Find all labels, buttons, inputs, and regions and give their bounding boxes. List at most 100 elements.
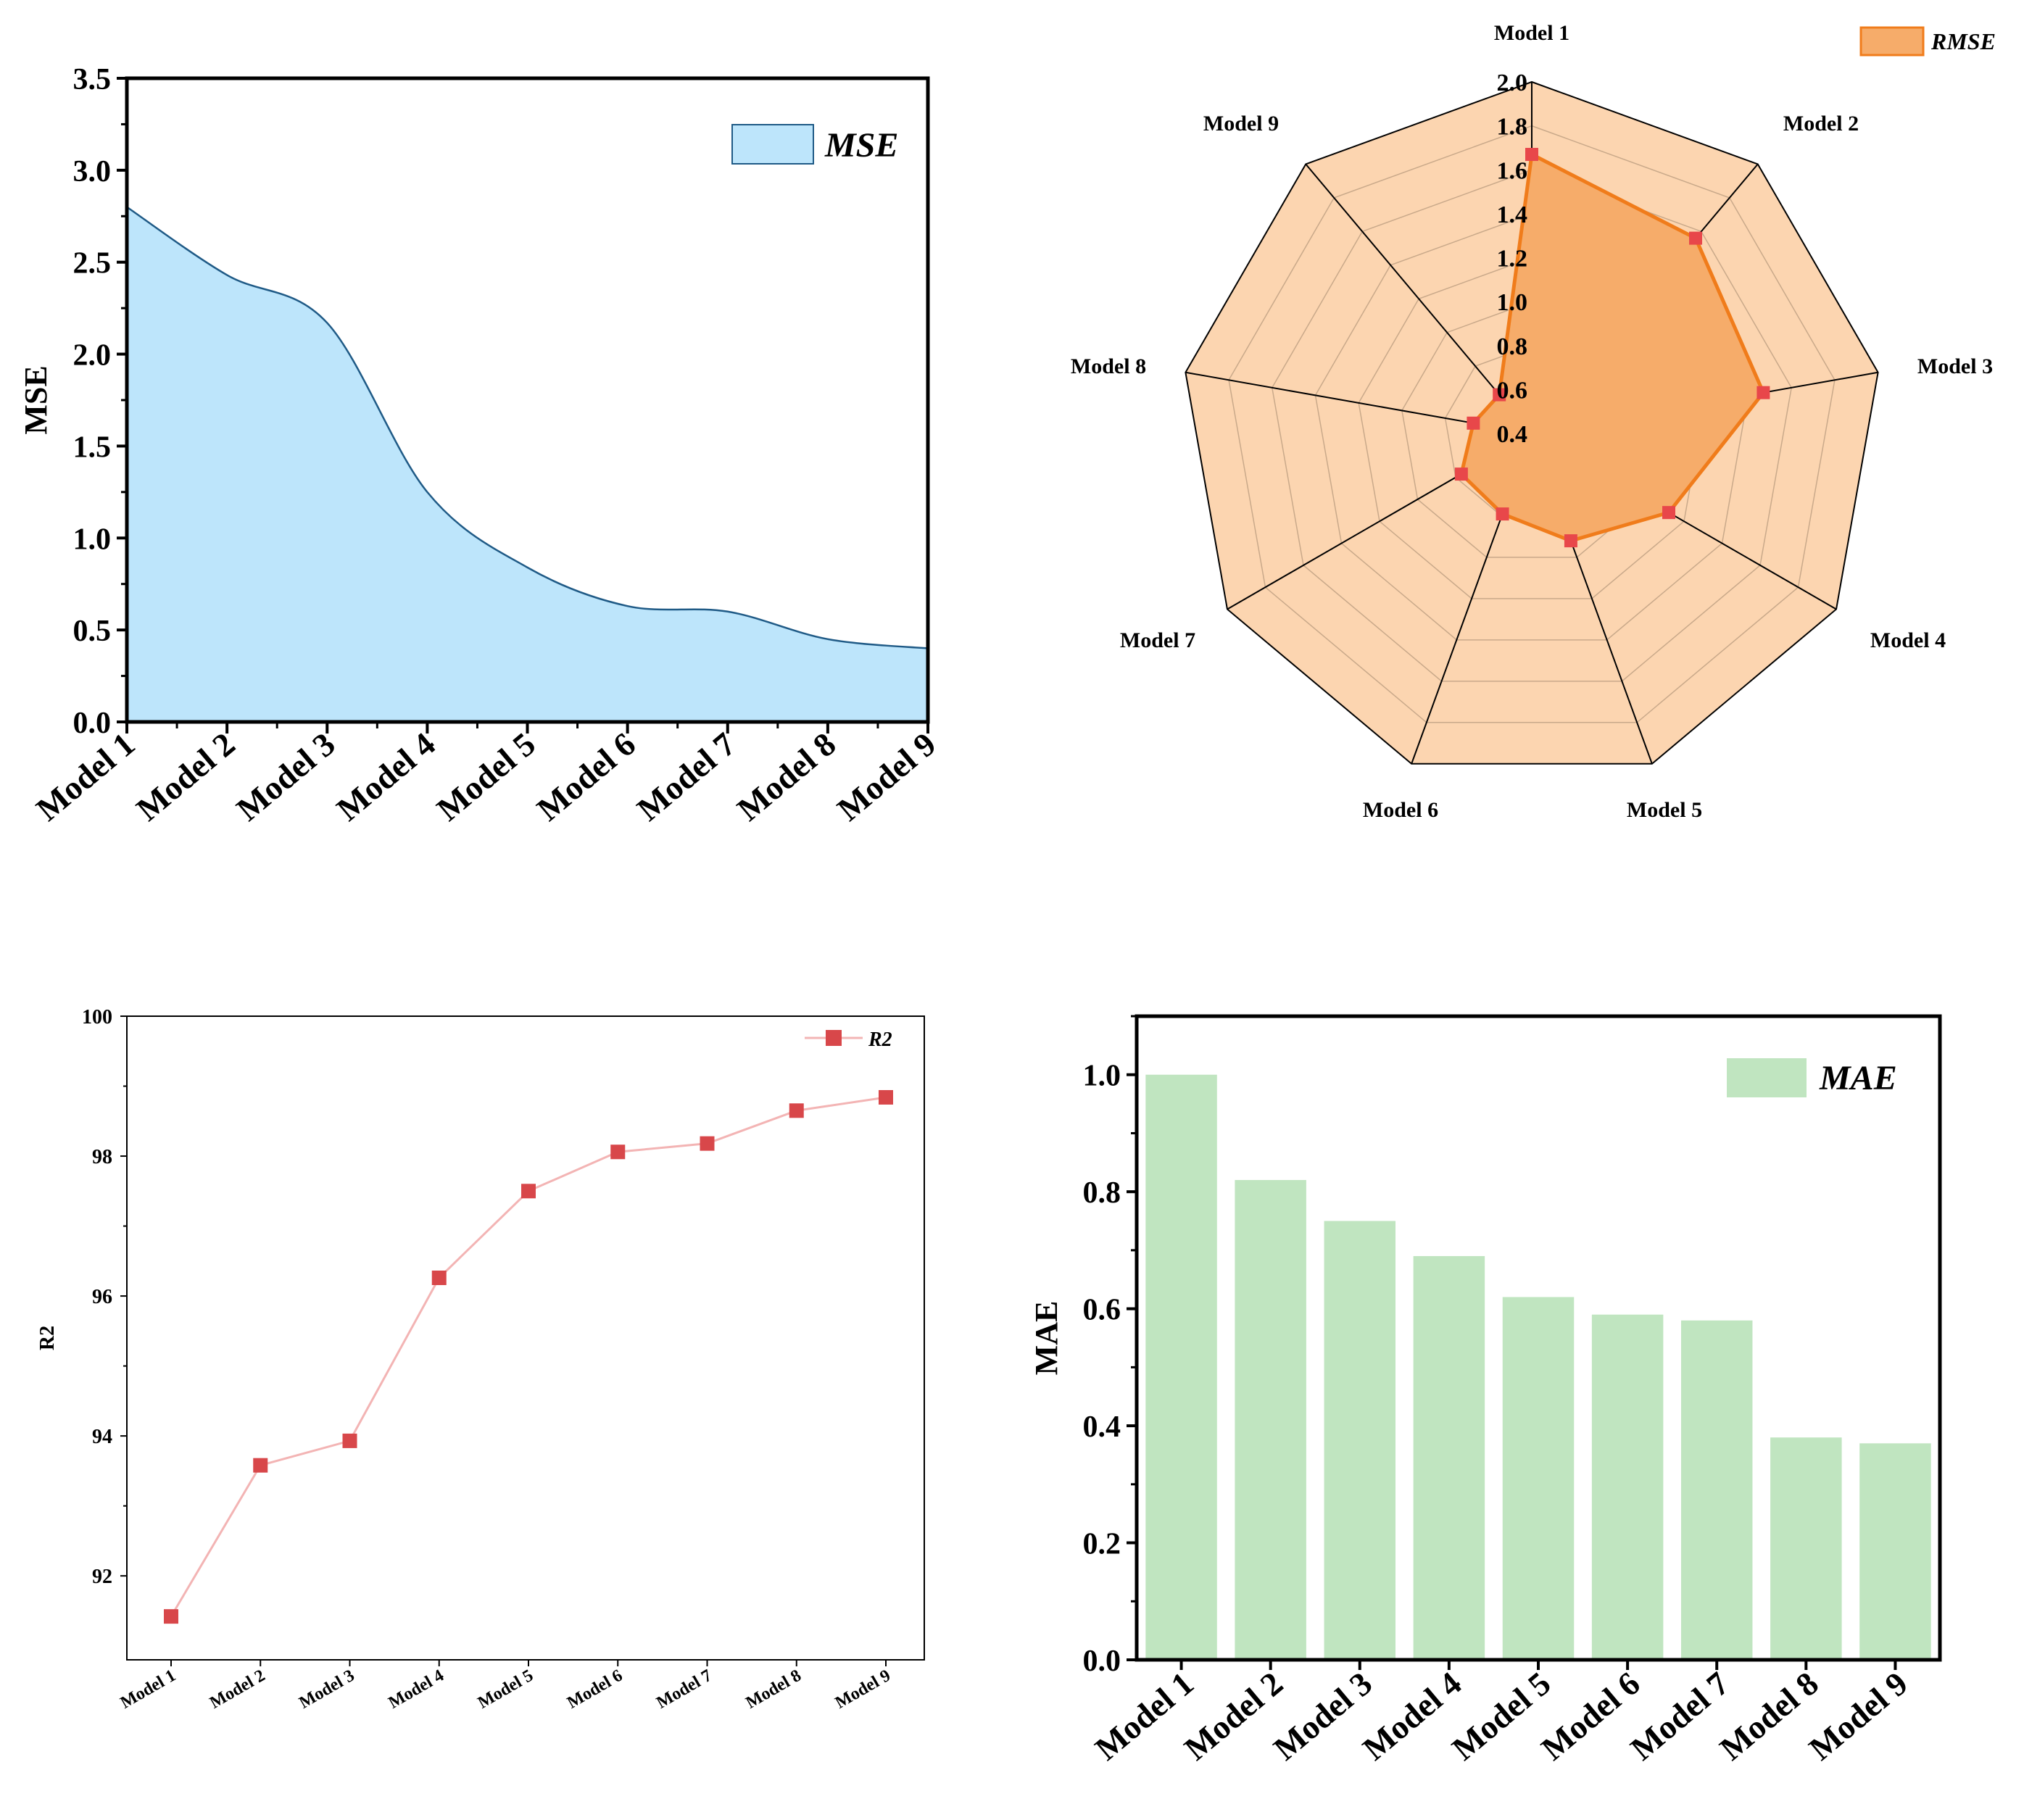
mae-y-tick-label: 0.6 bbox=[1083, 1294, 1121, 1327]
mse-y-tick-label: 0.5 bbox=[73, 615, 112, 648]
rmse-radial-tick-label: 0.4 bbox=[1497, 421, 1528, 448]
mse-y-tick-label: 3.0 bbox=[73, 155, 112, 188]
mse-area bbox=[127, 207, 928, 723]
rmse-legend-swatch bbox=[1859, 26, 1925, 57]
mse-y-tick-label: 2.0 bbox=[73, 339, 112, 373]
rmse-category-label: Model 5 bbox=[1627, 798, 1702, 822]
mae-y-tick-label: 0.4 bbox=[1083, 1410, 1121, 1444]
rmse-marker bbox=[1496, 507, 1509, 521]
rmse-marker bbox=[1467, 416, 1480, 430]
rmse-category-label: Model 9 bbox=[1203, 112, 1279, 136]
mse-x-tick-label: Model 1 bbox=[29, 726, 141, 828]
r2-marker bbox=[253, 1458, 268, 1473]
mae-x-tick-label: Model 2 bbox=[1177, 1665, 1290, 1768]
mae-y-tick-label: 0.2 bbox=[1083, 1528, 1121, 1561]
r2-x-tick-label: Model 5 bbox=[475, 1666, 536, 1713]
rmse-marker bbox=[1525, 148, 1538, 162]
r2-x-tick-label: Model 6 bbox=[564, 1666, 626, 1713]
mse-x-tick-label: Model 3 bbox=[230, 726, 342, 828]
r2-x-axis: Model 1 Model 2 Model 3 Model 4 Model 5 Model… bbox=[117, 1660, 894, 1713]
r2-marker bbox=[431, 1270, 447, 1285]
mae-legend-swatch bbox=[1727, 1058, 1807, 1097]
r2-marker bbox=[789, 1103, 804, 1118]
rmse-series-markers bbox=[1454, 148, 1770, 548]
mae-bar bbox=[1413, 1255, 1485, 1660]
r2-x-tick-label: Model 2 bbox=[207, 1666, 268, 1713]
rmse-radial-tick-label: 1.0 bbox=[1497, 289, 1528, 316]
mae-bar bbox=[1502, 1297, 1575, 1660]
rmse-radial-tick-label: 1.4 bbox=[1497, 201, 1528, 228]
mse-x-tick-label: Model 2 bbox=[129, 726, 241, 828]
mse-y-tick-label: 1.5 bbox=[73, 431, 112, 464]
mse-y-tick-label: 0.0 bbox=[73, 707, 112, 740]
mae-legend-label: MAE bbox=[1819, 1059, 1897, 1097]
rmse-marker bbox=[1564, 534, 1577, 548]
r2-line-chart: 92 94 96 98 100 Model 1 Model 2 Model 3 Model 4… bbox=[36, 1006, 925, 1713]
rmse-radar-ring bbox=[1228, 125, 1836, 723]
mse-x-tick-label: Model 5 bbox=[430, 726, 542, 828]
r2-legend-marker bbox=[826, 1030, 842, 1046]
rmse-category-label: Model 2 bbox=[1783, 112, 1859, 136]
r2-legend-label: R2 bbox=[868, 1029, 892, 1051]
rmse-radar-ring bbox=[1271, 169, 1793, 682]
mae-y-axis: 0.0 0.2 0.4 0.6 0.8 1.0 bbox=[1083, 1015, 1137, 1678]
mae-x-tick-label: Model 9 bbox=[1802, 1665, 1915, 1768]
mae-bar bbox=[1859, 1443, 1931, 1660]
rmse-marker bbox=[1757, 386, 1770, 399]
r2-x-tick-label: Model 9 bbox=[832, 1666, 894, 1713]
rmse-legend: RMSE bbox=[1859, 26, 1996, 57]
mse-y-axis: 0.0 0.5 1.0 1.5 2.0 2.5 3.0 3.5 bbox=[73, 63, 127, 740]
mse-y-axis-label: MSE bbox=[18, 365, 54, 434]
r2-y-axis: 92 94 96 98 100 bbox=[82, 1006, 127, 1588]
rmse-radial-tick-label: 1.6 bbox=[1497, 157, 1528, 184]
mae-legend: MAE bbox=[1727, 1058, 1897, 1097]
mse-legend-label: MSE bbox=[824, 126, 898, 165]
rmse-radial-ticks: 0.4 0.6 0.8 1.0 1.2 1.4 1.6 1.8 2.0 bbox=[1497, 70, 1528, 448]
rmse-radial-tick-label: 2.0 bbox=[1497, 70, 1528, 96]
mae-bar bbox=[1770, 1437, 1842, 1660]
r2-y-tick-label: 100 bbox=[82, 1006, 112, 1029]
mse-x-tick-label: Model 9 bbox=[830, 726, 942, 828]
mae-bar bbox=[1680, 1320, 1753, 1660]
r2-marker bbox=[342, 1433, 357, 1448]
r2-legend: R2 bbox=[805, 1029, 892, 1051]
mae-bar bbox=[1324, 1221, 1396, 1660]
mae-x-tick-label: Model 8 bbox=[1713, 1665, 1825, 1768]
rmse-marker bbox=[1493, 388, 1506, 402]
mse-x-tick-label: Model 6 bbox=[530, 726, 642, 828]
r2-x-tick-label: Model 3 bbox=[296, 1666, 357, 1713]
rmse-marker bbox=[1689, 231, 1703, 245]
mae-x-tick-label: Model 5 bbox=[1445, 1665, 1557, 1768]
rmse-category-label: Model 7 bbox=[1120, 628, 1195, 652]
mae-x-tick-label: Model 6 bbox=[1534, 1665, 1646, 1768]
rmse-radar-chart: 0.40.60.81.01.21.41.61.82.0 Model 1Model… bbox=[1071, 21, 1996, 822]
rmse-radial-tick-label: 1.2 bbox=[1497, 246, 1528, 273]
rmse-marker bbox=[1662, 506, 1676, 520]
r2-marker bbox=[610, 1144, 626, 1160]
mae-y-tick-label: 0.8 bbox=[1083, 1176, 1121, 1210]
mae-y-tick-label: 1.0 bbox=[1083, 1060, 1121, 1093]
mse-y-tick-label: 1.0 bbox=[73, 523, 112, 556]
r2-y-tick-label: 96 bbox=[92, 1286, 112, 1308]
rmse-marker bbox=[1454, 468, 1468, 481]
mae-bar bbox=[1145, 1074, 1217, 1660]
mse-line bbox=[126, 206, 929, 649]
mse-y-tick-label: 3.5 bbox=[73, 63, 112, 96]
mse-x-tick-label: Model 4 bbox=[330, 726, 442, 828]
mae-y-tick-label: 0.0 bbox=[1083, 1645, 1121, 1678]
mae-y-axis-label: MAE bbox=[1029, 1301, 1064, 1376]
rmse-category-label: Model 1 bbox=[1494, 21, 1569, 45]
mae-x-tick-label: Model 4 bbox=[1356, 1665, 1468, 1768]
rmse-category-label: Model 3 bbox=[1917, 354, 1993, 378]
mse-legend: MSE bbox=[731, 124, 898, 165]
r2-plot-frame bbox=[126, 1015, 925, 1661]
rmse-radial-tick-label: 0.8 bbox=[1497, 333, 1528, 360]
r2-markers bbox=[164, 1089, 893, 1624]
mse-x-tick-label: Model 7 bbox=[630, 726, 742, 828]
mae-x-tick-label: Model 1 bbox=[1088, 1665, 1200, 1768]
